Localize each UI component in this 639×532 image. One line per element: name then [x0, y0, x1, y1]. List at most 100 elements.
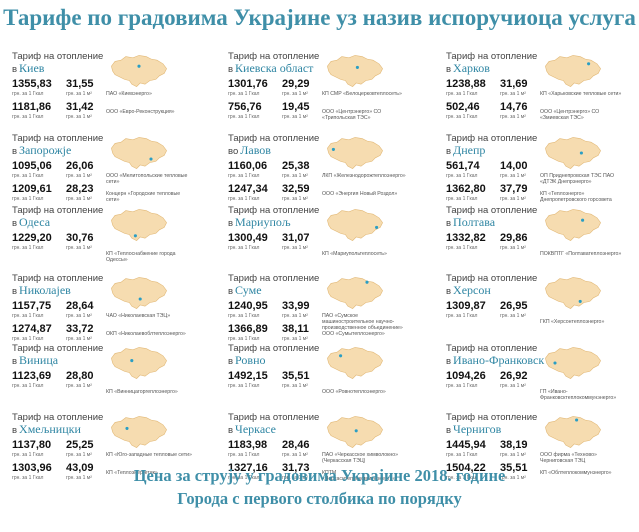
tariff-gcal: 1362,80: [446, 183, 486, 195]
city-title: Одеса: [19, 215, 51, 229]
city-title: Запорожје: [19, 143, 72, 157]
tariff-m2: 25,38: [282, 160, 310, 172]
unit-m2: грн. за 1 м²: [282, 313, 308, 319]
tariff-m2: 31,42: [66, 101, 94, 113]
provider-name: КП «Винницагоргеплоэнерго»: [106, 389, 178, 395]
unit-m2: грн. за 1 м²: [282, 114, 308, 120]
city-grid: Тариф на отопление в Киев 1355,83 31,55 грн…: [12, 51, 632, 482]
provider-name: КП «Юго-западные тепловые сети»: [106, 452, 192, 458]
ukraine-map-icon: [545, 347, 601, 379]
tariff-m2: 30,76: [66, 232, 94, 244]
unit-gcal: грн. за 1 Гкал: [228, 245, 260, 251]
unit-m2: грн. за 1 м²: [282, 452, 308, 458]
provider-name: КП «Мариупольтеплосеть»: [322, 251, 387, 257]
provider-name: ПАО «Сумское машиностроительное научно-п…: [322, 313, 403, 331]
unit-m2: грн. за 1 м²: [282, 173, 308, 179]
unit-m2: грн. за 1 м²: [66, 383, 92, 389]
unit-gcal: грн. за 1 Гкал: [12, 336, 44, 342]
heating-label: Тариф на отопление: [446, 412, 538, 423]
tariff-gcal: 1303,96: [12, 462, 52, 474]
city-title: Киев: [19, 61, 45, 75]
city-name: в Николајев: [12, 283, 71, 298]
city-title: Харков: [453, 61, 490, 75]
heating-label: Тариф на отопление: [228, 343, 320, 354]
ukraine-map-icon: [327, 277, 383, 309]
city-prefix: в: [12, 146, 18, 157]
heating-label: Тариф на отопление: [446, 51, 538, 62]
city-name: в Киевска област: [228, 61, 313, 76]
provider-name: ООО «Энергия Новый Роздол»: [322, 191, 398, 197]
city-prefix: в: [228, 425, 234, 436]
city-card: Тариф на отопление в Черкасе 1183,98 28,46…: [228, 412, 434, 482]
tariff-m2: 26,06: [66, 160, 94, 172]
tariff-m2: 29,29: [282, 78, 310, 90]
unit-m2: грн. за 1 м²: [66, 91, 92, 97]
city-prefix: в: [12, 218, 18, 229]
ukraine-map-icon: [111, 347, 167, 379]
unit-gcal: грн. за 1 Гкал: [446, 383, 478, 389]
unit-m2: грн. за 1 м²: [500, 452, 526, 458]
unit-gcal: грн. за 1 Гкал: [228, 336, 260, 342]
tariff-gcal: 1492,15: [228, 370, 268, 382]
unit-gcal: грн. за 1 Гкал: [228, 91, 260, 97]
city-name: в Черкасе: [228, 422, 276, 437]
heating-label: Тариф на отопление: [228, 133, 320, 144]
unit-gcal: грн. за 1 Гкал: [12, 114, 44, 120]
tariff-m2: 38,11: [282, 323, 309, 335]
city-title: Киевска област: [235, 61, 314, 75]
ukraine-map-icon: [545, 277, 601, 309]
ukraine-map-icon: [111, 416, 167, 448]
ukraine-map-icon: [327, 347, 383, 379]
tariff-gcal: 1300,49: [228, 232, 268, 244]
city-name: в Виница: [12, 353, 58, 368]
heating-label: Тариф на отопление: [446, 343, 538, 354]
heating-label: Тариф на отопление: [446, 133, 538, 144]
city-prefix: в: [228, 218, 234, 229]
city-title: Лавов: [240, 143, 271, 157]
city-title: Хмељницки: [19, 422, 81, 436]
provider-name: ООО «Центрэнерго» СО «Змиевская ТЭС»: [540, 109, 600, 121]
unit-m2: грн. за 1 м²: [282, 336, 308, 342]
tariff-m2: 14,76: [500, 101, 528, 113]
city-title: Полтава: [453, 215, 496, 229]
footer-line-1: Цена за струју у градовима Украјине 2018…: [133, 466, 506, 485]
provider-name: ООО «Сумытеплоэнерго»: [322, 331, 385, 337]
tariff-m2: 29,86: [500, 232, 528, 244]
unit-m2: грн. за 1 м²: [66, 475, 92, 481]
ukraine-map-icon: [327, 209, 383, 241]
city-card: Тариф на отопление в Виница 1123,69 28,80 г…: [12, 343, 218, 411]
city-card: Тариф на отопление в Ивано-Франковск 1094…: [446, 343, 639, 411]
unit-gcal: грн. за 1 Гкал: [446, 173, 478, 179]
city-title: Мариупољ: [235, 215, 291, 229]
provider-name: ПАО «Черкасское химволокно» (Черкасская …: [322, 452, 399, 464]
unit-gcal: грн. за 1 Гкал: [228, 173, 260, 179]
city-card: Тариф на отопление в Херсон 1309,87 26,95 г…: [446, 273, 639, 341]
city-prefix: в: [12, 286, 18, 297]
tariff-m2: 26,95: [500, 300, 528, 312]
unit-gcal: грн. за 1 Гкал: [12, 452, 44, 458]
provider-name: ООО фирма «Техново» Черниговская ТЭЦ: [540, 452, 597, 464]
tariff-gcal: 1094,26: [446, 370, 486, 382]
city-name: в Ровно: [228, 353, 266, 368]
city-card: Тариф на отопление во Лавов 1160,06 25,38 г…: [228, 133, 434, 202]
provider-name: ПАО «Киевэнерго»: [106, 91, 152, 97]
tariff-m2: 28,23: [66, 183, 94, 195]
provider-name: ОКП «Николаевоблтеплоэнерго»: [106, 331, 186, 337]
city-card: Тариф на отопление в Харков 1238,88 31,69 г…: [446, 51, 639, 121]
unit-m2: грн. за 1 м²: [66, 173, 92, 179]
city-card: Тариф на отопление в Полтава 1332,82 29,86…: [446, 205, 639, 273]
ukraine-map-icon: [545, 55, 601, 87]
tariff-gcal: 1240,95: [228, 300, 268, 312]
city-prefix: в: [446, 286, 452, 297]
provider-name: ЛКП «Железнодорожтеплоэнерго»: [322, 173, 406, 179]
unit-gcal: грн. за 1 Гкал: [446, 196, 478, 202]
unit-m2: грн. за 1 м²: [66, 245, 92, 251]
unit-gcal: грн. за 1 Гкал: [446, 452, 478, 458]
city-title: Чернигов: [453, 422, 502, 436]
heating-label: Тариф на отопление: [228, 412, 320, 423]
ukraine-map-icon: [545, 209, 601, 241]
unit-gcal: грн. за 1 Гкал: [446, 91, 478, 97]
unit-gcal: грн. за 1 Гкал: [446, 475, 478, 481]
tariff-gcal: 502,46: [446, 101, 480, 113]
city-prefix: в: [446, 218, 452, 229]
